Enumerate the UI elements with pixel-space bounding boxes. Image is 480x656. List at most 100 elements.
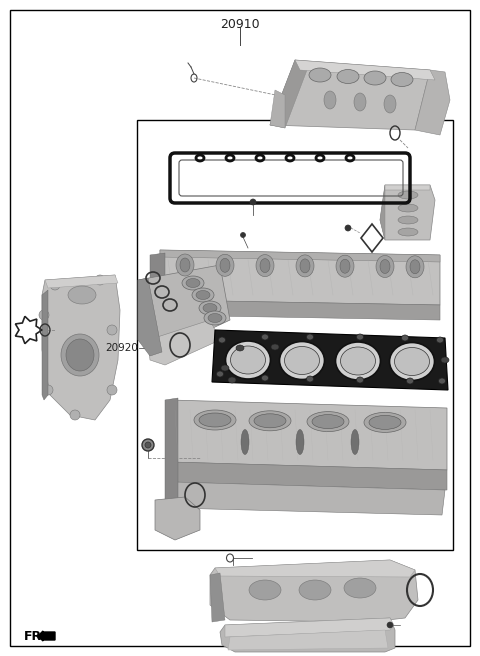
Polygon shape bbox=[138, 265, 230, 355]
Ellipse shape bbox=[279, 342, 324, 380]
Ellipse shape bbox=[241, 430, 249, 455]
Ellipse shape bbox=[380, 260, 390, 274]
Ellipse shape bbox=[336, 342, 381, 380]
Ellipse shape bbox=[68, 286, 96, 304]
Ellipse shape bbox=[95, 275, 105, 285]
FancyArrow shape bbox=[38, 631, 55, 641]
Ellipse shape bbox=[312, 415, 344, 428]
Polygon shape bbox=[155, 497, 200, 540]
Polygon shape bbox=[42, 290, 48, 400]
Ellipse shape bbox=[398, 204, 418, 212]
Polygon shape bbox=[210, 560, 418, 622]
Ellipse shape bbox=[218, 337, 226, 343]
Polygon shape bbox=[295, 60, 435, 80]
Ellipse shape bbox=[240, 232, 245, 237]
Polygon shape bbox=[138, 278, 162, 356]
Ellipse shape bbox=[226, 341, 271, 379]
Ellipse shape bbox=[221, 365, 229, 371]
Ellipse shape bbox=[398, 216, 418, 224]
Ellipse shape bbox=[369, 415, 401, 430]
Ellipse shape bbox=[340, 259, 350, 273]
Ellipse shape bbox=[296, 430, 304, 455]
Polygon shape bbox=[170, 462, 447, 490]
Polygon shape bbox=[380, 185, 385, 240]
Ellipse shape bbox=[344, 578, 376, 598]
Ellipse shape bbox=[260, 258, 270, 273]
Ellipse shape bbox=[208, 314, 222, 323]
Ellipse shape bbox=[384, 95, 396, 113]
Ellipse shape bbox=[180, 258, 190, 272]
Ellipse shape bbox=[254, 414, 286, 428]
Ellipse shape bbox=[39, 310, 49, 320]
Ellipse shape bbox=[186, 279, 200, 287]
Polygon shape bbox=[210, 573, 225, 622]
Polygon shape bbox=[385, 185, 430, 190]
Ellipse shape bbox=[194, 410, 236, 430]
Ellipse shape bbox=[357, 377, 363, 383]
Text: 20920: 20920 bbox=[105, 343, 138, 353]
Ellipse shape bbox=[307, 411, 349, 432]
Ellipse shape bbox=[107, 325, 117, 335]
Polygon shape bbox=[220, 618, 395, 652]
Polygon shape bbox=[150, 253, 165, 318]
Ellipse shape bbox=[351, 430, 359, 455]
Polygon shape bbox=[160, 250, 440, 262]
Polygon shape bbox=[228, 630, 388, 650]
Ellipse shape bbox=[61, 334, 99, 376]
Polygon shape bbox=[270, 60, 310, 128]
Ellipse shape bbox=[354, 93, 366, 111]
Ellipse shape bbox=[50, 280, 60, 290]
Polygon shape bbox=[42, 275, 120, 420]
Ellipse shape bbox=[336, 255, 354, 277]
Ellipse shape bbox=[299, 580, 331, 600]
Polygon shape bbox=[45, 275, 118, 288]
Ellipse shape bbox=[203, 304, 217, 312]
Ellipse shape bbox=[199, 301, 221, 315]
Ellipse shape bbox=[220, 258, 230, 272]
Ellipse shape bbox=[145, 442, 151, 448]
Ellipse shape bbox=[391, 73, 413, 87]
Ellipse shape bbox=[176, 254, 194, 276]
Ellipse shape bbox=[340, 347, 375, 375]
Polygon shape bbox=[415, 70, 450, 135]
Ellipse shape bbox=[70, 410, 80, 420]
Ellipse shape bbox=[337, 70, 359, 83]
Polygon shape bbox=[160, 300, 440, 320]
Ellipse shape bbox=[182, 276, 204, 290]
Ellipse shape bbox=[436, 337, 444, 343]
Polygon shape bbox=[172, 482, 445, 515]
Polygon shape bbox=[148, 320, 220, 365]
Ellipse shape bbox=[324, 91, 336, 109]
Ellipse shape bbox=[395, 348, 430, 375]
Polygon shape bbox=[270, 60, 430, 130]
Polygon shape bbox=[270, 90, 285, 128]
Ellipse shape bbox=[300, 259, 310, 273]
Ellipse shape bbox=[230, 346, 265, 374]
Ellipse shape bbox=[256, 255, 274, 277]
Ellipse shape bbox=[410, 260, 420, 274]
Ellipse shape bbox=[357, 334, 363, 340]
Ellipse shape bbox=[216, 255, 234, 276]
Bar bbox=[137, 120, 453, 550]
Ellipse shape bbox=[66, 339, 94, 371]
Ellipse shape bbox=[398, 191, 418, 199]
Ellipse shape bbox=[441, 357, 449, 363]
Ellipse shape bbox=[43, 385, 53, 395]
Polygon shape bbox=[212, 330, 448, 390]
Ellipse shape bbox=[228, 377, 236, 383]
Ellipse shape bbox=[376, 255, 394, 277]
Polygon shape bbox=[165, 398, 178, 515]
Ellipse shape bbox=[249, 580, 281, 600]
Ellipse shape bbox=[271, 344, 279, 350]
Ellipse shape bbox=[249, 411, 291, 431]
Ellipse shape bbox=[199, 413, 231, 427]
Ellipse shape bbox=[364, 413, 406, 432]
Ellipse shape bbox=[407, 378, 413, 384]
Text: FR.: FR. bbox=[24, 630, 47, 642]
Polygon shape bbox=[170, 400, 447, 470]
Text: 20910: 20910 bbox=[220, 18, 260, 31]
Ellipse shape bbox=[439, 378, 445, 384]
Polygon shape bbox=[225, 618, 394, 637]
Ellipse shape bbox=[389, 342, 434, 380]
Ellipse shape bbox=[307, 334, 313, 340]
